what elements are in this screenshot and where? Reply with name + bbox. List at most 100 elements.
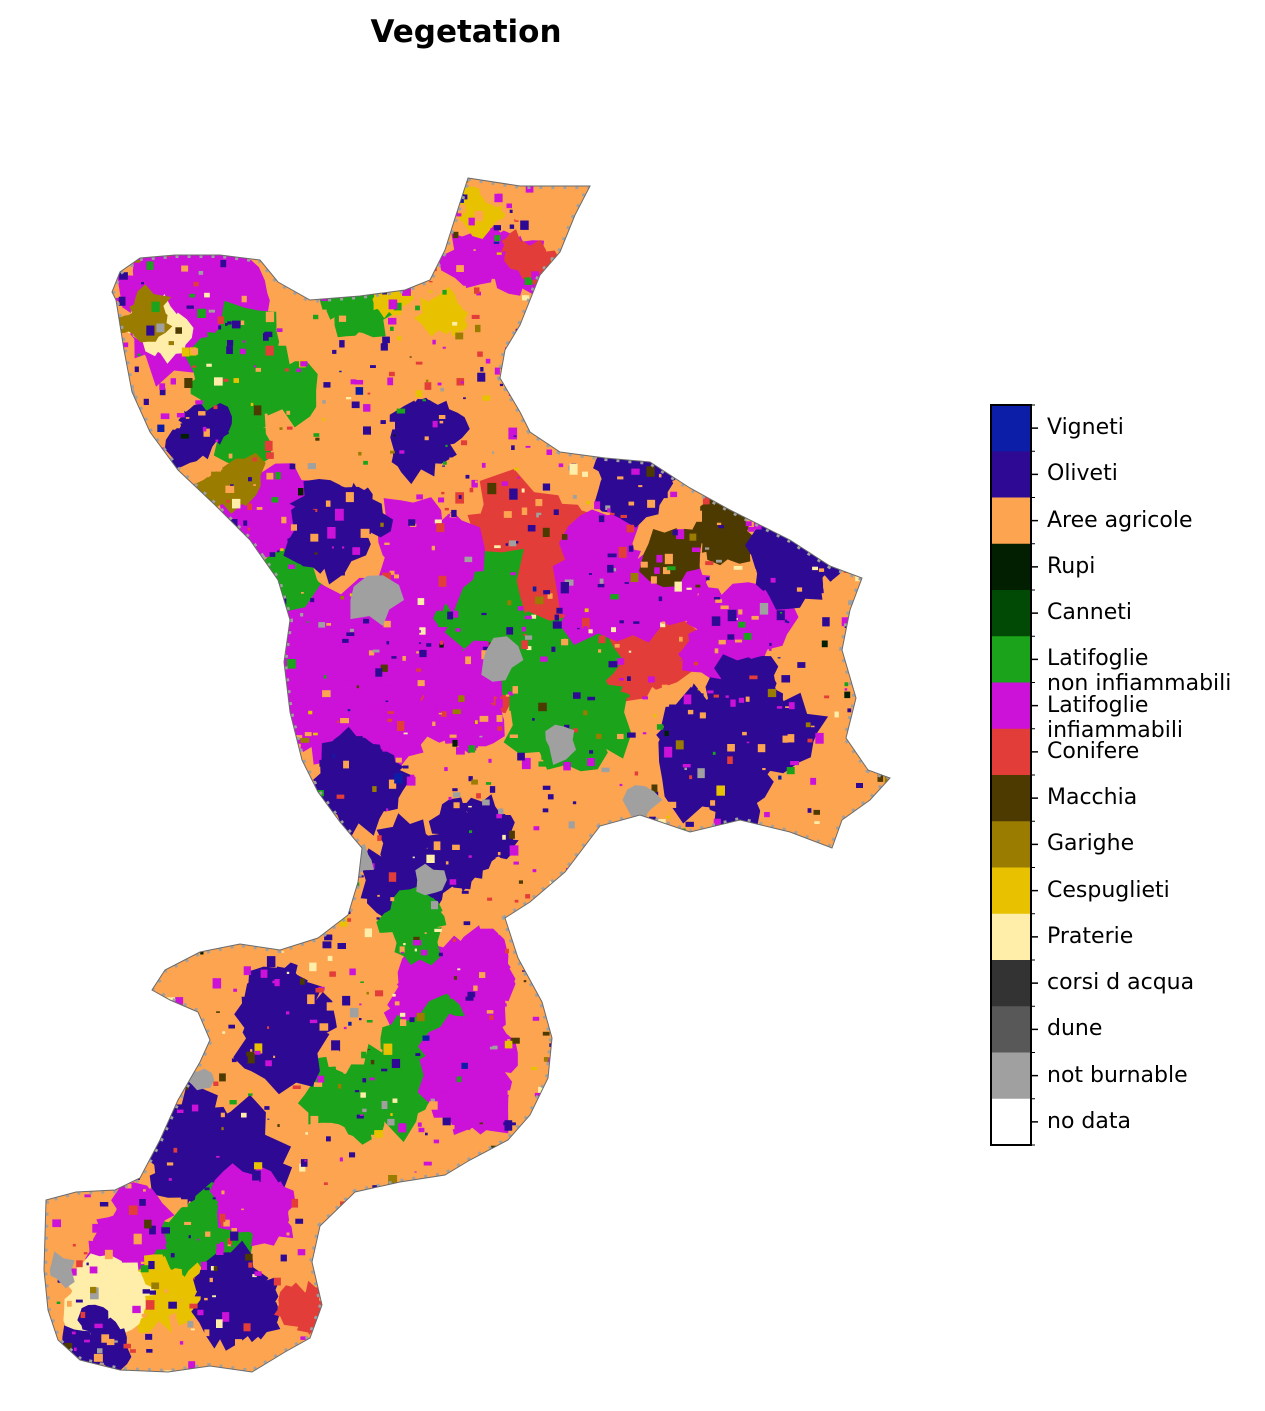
vegetation-speck — [354, 1090, 360, 1093]
vegetation-speck — [272, 980, 276, 984]
vegetation-speck — [170, 759, 180, 769]
vegetation-speck — [47, 971, 56, 977]
vegetation-speck — [181, 1199, 188, 1208]
vegetation-speck — [650, 1252, 656, 1258]
vegetation-speck — [488, 1043, 493, 1047]
vegetation-speck — [821, 640, 828, 648]
vegetation-speck — [712, 751, 716, 755]
vegetation-speck — [267, 1026, 270, 1029]
vegetation-speck — [139, 1199, 146, 1206]
vegetation-speck — [790, 1000, 799, 1010]
vegetation-speck — [277, 236, 286, 244]
vegetation-speck — [546, 223, 556, 231]
vegetation-speck — [762, 768, 766, 771]
vegetation-speck — [517, 752, 525, 761]
vegetation-speck — [331, 546, 334, 549]
vegetation-speck — [141, 282, 144, 285]
vegetation-speck — [207, 519, 213, 525]
vegetation-speck — [532, 586, 537, 592]
vegetation-speck — [90, 810, 96, 817]
vegetation-speck — [538, 179, 541, 182]
vegetation-speck — [498, 808, 504, 815]
vegetation-speck — [313, 732, 318, 736]
vegetation-speck — [770, 577, 776, 583]
vegetation-speck — [106, 1180, 113, 1187]
vegetation-speck — [306, 1170, 316, 1178]
vegetation-speck — [555, 1079, 562, 1086]
vegetation-speck — [708, 259, 715, 268]
vegetation-speck — [695, 467, 703, 474]
vegetation-speck — [617, 476, 624, 480]
vegetation-speck — [326, 1002, 334, 1011]
vegetation-speck — [402, 754, 407, 759]
vegetation-speck — [426, 643, 432, 647]
legend-label: Canneti — [1047, 600, 1133, 626]
vegetation-speck — [255, 367, 261, 372]
vegetation-speck — [569, 463, 578, 475]
vegetation-speck — [601, 490, 608, 493]
vegetation-speck — [844, 1306, 850, 1309]
vegetation-speck — [895, 795, 898, 796]
vegetation-speck — [474, 211, 483, 222]
vegetation-speck — [710, 395, 719, 403]
vegetation-speck — [863, 563, 871, 571]
vegetation-speck — [770, 368, 779, 375]
vegetation-patch — [698, 505, 758, 566]
vegetation-speck — [437, 1373, 440, 1376]
vegetation-speck — [439, 1318, 444, 1320]
vegetation-speck — [864, 402, 867, 405]
vegetation-speck — [44, 663, 49, 669]
vegetation-speck — [566, 989, 570, 991]
vegetation-speck — [738, 609, 743, 615]
vegetation-speck — [593, 844, 600, 849]
vegetation-speck — [619, 620, 624, 624]
vegetation-speck — [762, 170, 765, 173]
vegetation-speck — [824, 497, 833, 506]
vegetation-speck — [499, 1069, 502, 1072]
vegetation-speck — [646, 466, 655, 477]
vegetation-speck — [878, 664, 881, 666]
vegetation-speck — [652, 278, 657, 283]
vegetation-speck — [216, 569, 222, 574]
vegetation-speck — [646, 1329, 652, 1335]
vegetation-speck — [275, 873, 281, 877]
vegetation-speck — [44, 989, 53, 995]
vegetation-speck — [662, 380, 666, 383]
vegetation-speck — [92, 1318, 96, 1323]
vegetation-speck — [744, 1331, 749, 1337]
vegetation-speck — [49, 476, 58, 481]
vegetation-speck — [647, 499, 656, 508]
vegetation-patch — [500, 611, 589, 717]
vegetation-speck — [882, 1077, 890, 1084]
vegetation-speck — [344, 918, 352, 922]
vegetation-speck — [509, 209, 513, 213]
vegetation-speck — [778, 775, 782, 780]
vegetation-speck — [641, 947, 646, 951]
vegetation-speck — [716, 559, 722, 563]
vegetation-speck — [268, 737, 277, 742]
vegetation-speck — [571, 1307, 580, 1319]
vegetation-speck — [103, 753, 106, 756]
vegetation-speck — [403, 1255, 408, 1258]
vegetation-speck — [511, 1122, 516, 1126]
vegetation-speck — [387, 1118, 395, 1126]
vegetation-speck — [811, 1228, 820, 1234]
vegetation-speck — [235, 1141, 238, 1145]
vegetation-speck — [362, 1108, 367, 1113]
vegetation-speck — [871, 417, 880, 424]
vegetation-speck — [265, 311, 275, 323]
vegetation-speck — [624, 1150, 631, 1155]
vegetation-speck — [243, 1323, 251, 1332]
vegetation-speck — [468, 805, 472, 808]
vegetation-speck — [643, 913, 651, 921]
vegetation-speck — [482, 646, 490, 653]
vegetation-speck — [346, 632, 355, 636]
vegetation-speck — [201, 939, 207, 945]
vegetation-speck — [136, 1101, 139, 1103]
vegetation-speck — [279, 695, 289, 699]
vegetation-speck — [711, 931, 720, 937]
vegetation-speck — [475, 720, 478, 724]
vegetation-speck — [586, 501, 590, 505]
vegetation-speck — [278, 671, 283, 674]
vegetation-speck — [102, 249, 108, 256]
